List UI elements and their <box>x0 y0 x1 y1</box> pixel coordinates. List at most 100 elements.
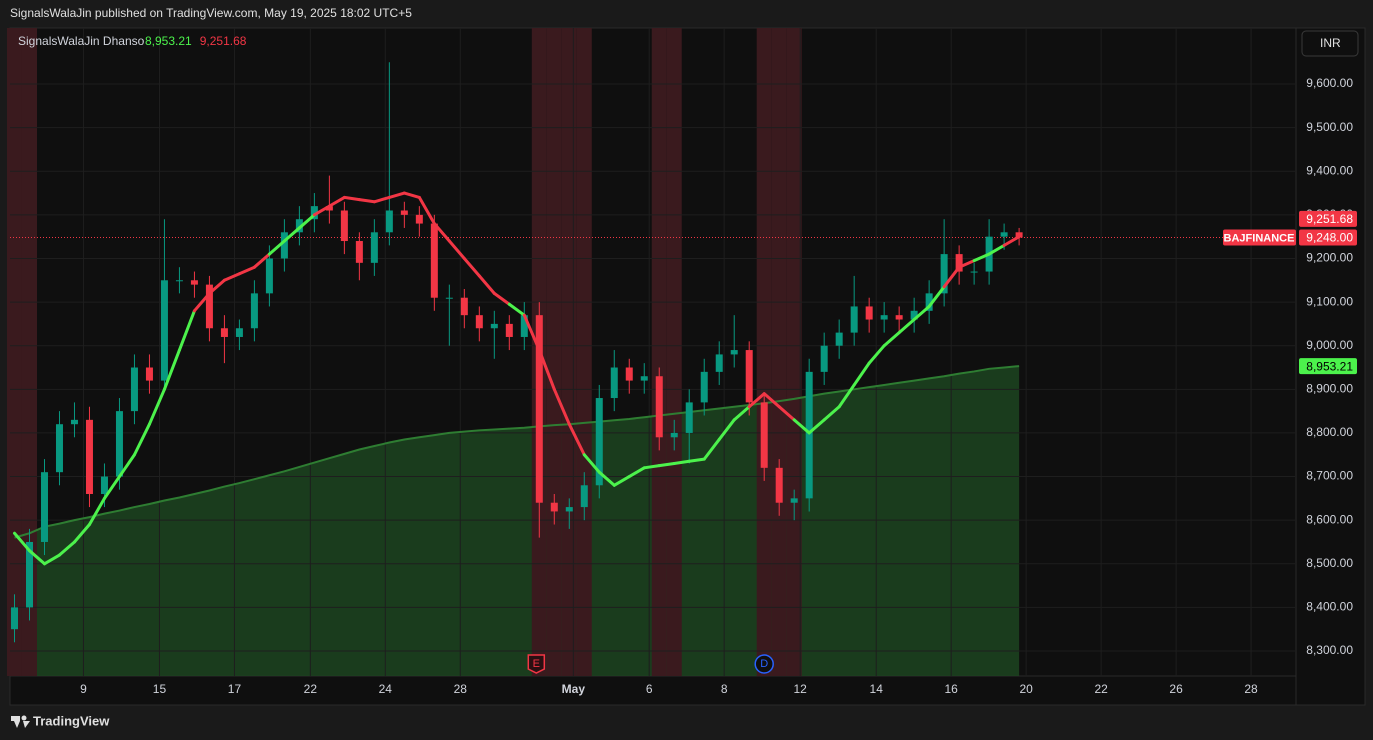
candle-body <box>760 402 768 468</box>
trend-segment <box>987 243 1006 256</box>
candle-body <box>265 258 273 294</box>
header-text: SignalsWalaJin published on TradingView.… <box>10 6 412 20</box>
trend-segment <box>477 274 496 295</box>
trend-segment <box>162 348 181 391</box>
x-tick-label: 22 <box>1094 682 1108 696</box>
candle-body <box>580 485 588 508</box>
trend-segment <box>72 523 91 544</box>
currency-label: INR <box>1320 36 1341 50</box>
trend-segment <box>447 239 466 260</box>
candle-body <box>880 315 888 320</box>
candle-body <box>460 297 468 316</box>
trend-segment <box>102 475 121 500</box>
candle-body <box>70 419 78 425</box>
price-tag <box>1299 358 1357 375</box>
trend-segment <box>57 540 76 557</box>
x-tick-label: 8 <box>721 682 728 696</box>
candle-body <box>430 223 438 298</box>
candle-body <box>55 424 63 473</box>
trend-segment <box>672 459 691 465</box>
trend-segment <box>222 272 241 282</box>
y-tick-label: 8,700.00 <box>1306 469 1353 483</box>
trend-segment <box>117 453 136 479</box>
candle-body <box>970 271 978 273</box>
trend-segment <box>867 344 886 365</box>
trend-segment <box>522 313 541 352</box>
trend-segment <box>627 466 646 479</box>
y-tick-label: 8,500.00 <box>1306 556 1353 570</box>
candle-body <box>190 280 198 285</box>
trend-segment <box>462 256 481 278</box>
candle-body <box>850 306 858 333</box>
trend-segment <box>747 392 766 409</box>
trend-segment <box>807 418 826 435</box>
x-tick-label: 28 <box>454 682 468 696</box>
price-tag-label: 8,953.21 <box>1306 359 1353 373</box>
x-tick-label: 28 <box>1244 682 1258 696</box>
candle-body <box>415 214 423 224</box>
y-tick-label: 8,600.00 <box>1306 512 1353 526</box>
bearish-zone <box>666 411 682 676</box>
currency-button[interactable] <box>1301 30 1359 57</box>
candle-body <box>295 219 303 233</box>
trend-segment <box>357 198 376 204</box>
x-tick-label: 20 <box>1019 682 1033 696</box>
candle-body <box>535 315 543 503</box>
trend-segment <box>597 470 616 487</box>
x-tick-label: 16 <box>945 682 959 696</box>
candle-body <box>100 476 108 494</box>
candle-body <box>835 332 843 346</box>
candle-body <box>775 467 783 503</box>
event-marker <box>527 654 546 674</box>
y-tick-label: 8,300.00 <box>1306 643 1353 657</box>
candle-body <box>145 367 153 381</box>
candle-body <box>1000 232 1008 237</box>
bearish-zone <box>786 396 802 676</box>
trend-segment <box>297 213 316 230</box>
trend-segment <box>132 422 151 457</box>
price-tag <box>1299 210 1357 227</box>
trend-segment <box>12 531 31 553</box>
trend-segment <box>792 418 811 435</box>
x-tick-label: 14 <box>870 682 884 696</box>
y-tick-label: 9,200.00 <box>1306 251 1353 265</box>
bearish-zone <box>651 413 667 676</box>
bearish-zone <box>546 423 562 676</box>
candle-body <box>325 206 333 211</box>
trend-segment <box>492 291 511 306</box>
y-tick-label: 9,100.00 <box>1306 294 1353 308</box>
price-tag <box>1299 229 1357 246</box>
trend-segment <box>402 191 421 199</box>
logo-shape <box>14 721 30 728</box>
candle-body <box>205 284 213 329</box>
trend-segment <box>312 204 331 217</box>
trend-segment <box>972 252 991 263</box>
trend-segment <box>897 318 916 335</box>
legend-value: 9,251.68 <box>200 34 247 48</box>
trend-segment <box>642 464 661 470</box>
trend-segment <box>762 392 781 409</box>
candle-body <box>40 472 48 542</box>
candle-body <box>340 210 348 242</box>
candle-body <box>565 507 573 512</box>
x-tick-label: 17 <box>228 682 242 696</box>
trend-segment <box>27 549 46 566</box>
y-tick-label: 8,900.00 <box>1306 381 1353 395</box>
x-tick-label: 15 <box>153 682 167 696</box>
x-tick-label: 12 <box>794 682 808 696</box>
trend-segment <box>567 422 586 457</box>
x-tick-label: 24 <box>379 682 393 696</box>
candle-body <box>520 315 528 337</box>
y-tick-label: 8,400.00 <box>1306 600 1353 614</box>
y-tick-label: 8,800.00 <box>1306 425 1353 439</box>
y-tick-label: 9,000.00 <box>1306 338 1353 352</box>
candle-body <box>745 350 753 403</box>
candle-body <box>925 293 933 311</box>
trend-segment <box>387 191 406 199</box>
y-tick-label: 9,500.00 <box>1306 120 1353 134</box>
footer-brand: TradingView <box>33 713 110 728</box>
candle-body <box>385 210 393 233</box>
trend-segment <box>327 195 346 208</box>
